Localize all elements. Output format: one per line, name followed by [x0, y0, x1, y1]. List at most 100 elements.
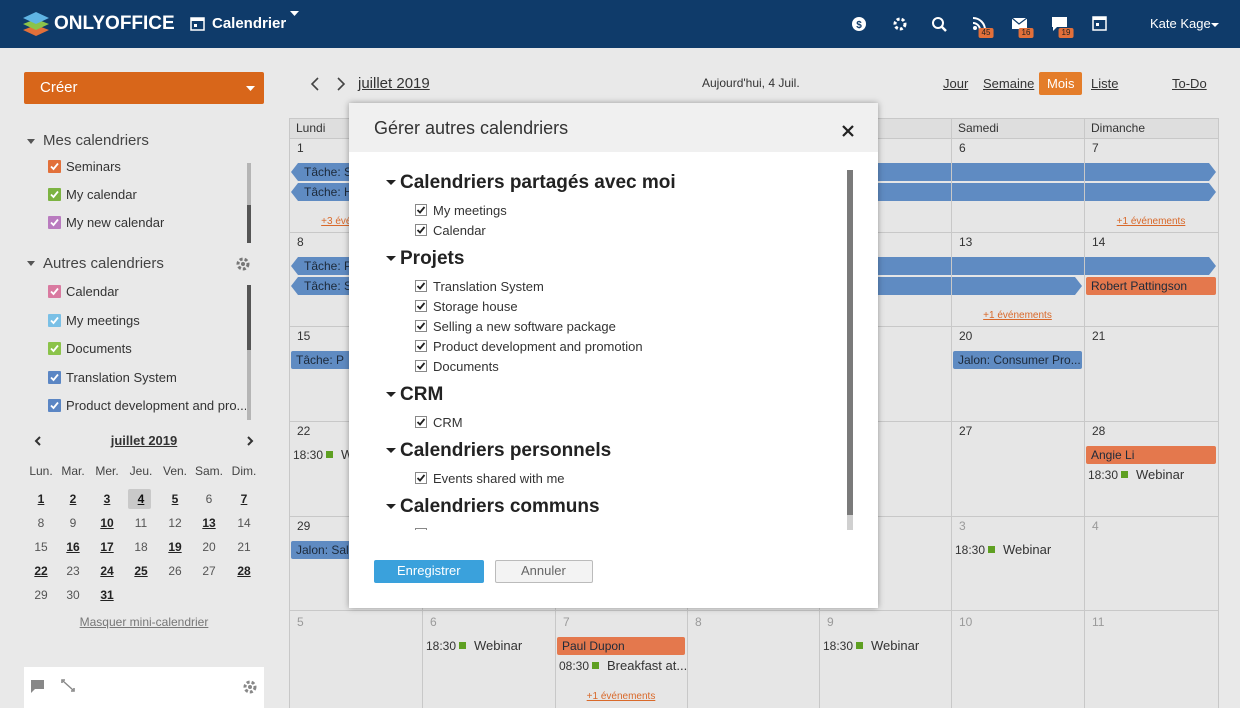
- mini-day[interactable]: 2: [69, 492, 77, 506]
- group-title[interactable]: Calendriers personnels: [400, 440, 612, 461]
- calendar-item[interactable]: Product development and pro...: [66, 398, 246, 413]
- event-bar[interactable]: Jalon: Consumer Pro...: [953, 351, 1082, 369]
- calendar-item[interactable]: My meetings: [66, 313, 140, 328]
- hide-mini-calendar[interactable]: Masquer mini-calendrier: [79, 615, 209, 629]
- checkbox[interactable]: [415, 224, 428, 237]
- event-time[interactable]: 18:30: [293, 448, 324, 462]
- mini-day[interactable]: 5: [171, 492, 179, 506]
- group-item[interactable]: Selling a new software package: [433, 319, 616, 334]
- mini-day[interactable]: 3: [103, 492, 111, 506]
- settings-icon[interactable]: [235, 256, 251, 272]
- mini-day[interactable]: 1: [37, 492, 45, 506]
- event-title[interactable]: Webinar: [1003, 542, 1052, 557]
- current-month[interactable]: juillet 2019: [358, 75, 430, 92]
- checkbox[interactable]: [415, 204, 428, 217]
- mini-day[interactable]: 16: [66, 540, 80, 554]
- mini-day[interactable]: 19: [168, 540, 182, 554]
- checkbox[interactable]: [48, 285, 61, 298]
- group-item[interactable]: My meetings: [433, 203, 507, 218]
- mini-day[interactable]: 9: [69, 516, 77, 530]
- mini-day[interactable]: 15: [34, 540, 48, 554]
- group-title[interactable]: Calendriers communs: [400, 496, 600, 517]
- calendar-item[interactable]: Documents: [66, 341, 132, 356]
- group-item[interactable]: Product development and promotion: [433, 339, 643, 354]
- section-title[interactable]: Autres calendriers: [43, 255, 164, 272]
- event-title[interactable]: Jalon: Consumer Pro...: [958, 353, 1081, 367]
- view-button[interactable]: Liste: [1091, 76, 1119, 91]
- event-title[interactable]: Tâche: S: [304, 279, 353, 293]
- mini-day[interactable]: 11: [134, 516, 148, 530]
- checkbox[interactable]: [48, 160, 61, 173]
- event-title[interactable]: Tâche: H: [304, 185, 353, 199]
- mini-calendar-arrows[interactable]: [32, 434, 258, 448]
- checkbox[interactable]: [48, 399, 61, 412]
- mini-day[interactable]: 30: [66, 588, 80, 602]
- module-name[interactable]: Calendrier: [212, 15, 287, 32]
- event-time[interactable]: 18:30: [1088, 468, 1119, 482]
- checkbox[interactable]: [415, 340, 428, 353]
- checkbox[interactable]: [48, 188, 61, 201]
- view-button[interactable]: Mois: [1047, 76, 1075, 91]
- checkbox[interactable]: [48, 216, 61, 229]
- save-button[interactable]: [374, 560, 484, 583]
- event-title[interactable]: Webinar: [474, 638, 523, 653]
- checkbox[interactable]: [415, 416, 428, 429]
- event-time[interactable]: 18:30: [955, 543, 986, 557]
- group-title[interactable]: Calendriers partagés avec moi: [400, 172, 676, 193]
- checkbox[interactable]: [415, 280, 428, 293]
- group-item[interactable]: Translation System: [433, 279, 544, 294]
- event-title[interactable]: Robert Pattingson: [1091, 279, 1188, 293]
- create-label[interactable]: Créer: [40, 79, 78, 96]
- mini-day[interactable]: 25: [134, 564, 148, 578]
- mini-day[interactable]: 24: [100, 564, 114, 578]
- mini-day[interactable]: 12: [168, 516, 182, 530]
- event-title[interactable]: Breakfast at...: [607, 658, 688, 673]
- event-time[interactable]: 08:30: [559, 659, 590, 673]
- mini-day[interactable]: 23: [66, 564, 80, 578]
- group-item[interactable]: Events shared with me: [433, 471, 565, 486]
- event-time[interactable]: 18:30: [426, 639, 457, 653]
- checkbox[interactable]: [415, 300, 428, 313]
- cancel-label[interactable]: Annuler: [521, 563, 566, 578]
- event-title[interactable]: Angie Li: [1091, 448, 1135, 462]
- event-bar[interactable]: Robert Pattingson: [1086, 277, 1216, 295]
- mini-day[interactable]: 28: [237, 564, 251, 578]
- more-events[interactable]: +1 événements: [586, 691, 656, 702]
- bottom-icons[interactable]: [30, 678, 260, 696]
- todo-button[interactable]: To-Do: [1172, 76, 1207, 91]
- mini-day[interactable]: 14: [237, 516, 251, 530]
- event-title[interactable]: Tâche: P: [304, 259, 353, 273]
- event-title[interactable]: Tâche: P: [296, 353, 345, 367]
- checkbox[interactable]: [48, 342, 61, 355]
- calendar-item[interactable]: My new calendar: [66, 215, 165, 230]
- group-title[interactable]: Projets: [400, 248, 465, 269]
- mini-day[interactable]: 6: [205, 492, 213, 506]
- section-title[interactable]: Mes calendriers: [43, 132, 149, 149]
- month-nav[interactable]: [306, 76, 350, 92]
- mini-day[interactable]: 10: [100, 516, 114, 530]
- mini-day[interactable]: 13: [202, 516, 216, 530]
- checkbox[interactable]: [415, 528, 428, 530]
- create-button[interactable]: [24, 72, 264, 104]
- cancel-button[interactable]: [495, 560, 593, 583]
- checkbox[interactable]: [415, 472, 428, 485]
- event-title[interactable]: Jalon: Sale: [296, 543, 356, 557]
- user-name[interactable]: Kate Kage: [1150, 16, 1211, 31]
- mini-day[interactable]: 27: [202, 564, 216, 578]
- calendar-item[interactable]: Calendar: [66, 284, 119, 299]
- mini-day[interactable]: 18: [134, 540, 148, 554]
- event-title[interactable]: Webinar: [1136, 467, 1185, 482]
- group-item[interactable]: Calendar: [433, 223, 486, 238]
- checkbox[interactable]: [48, 314, 61, 327]
- checkbox[interactable]: [415, 360, 428, 373]
- group-item[interactable]: CRM: [433, 415, 463, 430]
- more-events[interactable]: +1 événements: [1116, 216, 1186, 227]
- mini-day[interactable]: 8: [37, 516, 45, 530]
- calendar-item[interactable]: Seminars: [66, 159, 121, 174]
- mini-day[interactable]: 4: [137, 492, 145, 506]
- view-button[interactable]: Jour: [943, 76, 969, 91]
- view-button[interactable]: Semaine: [983, 76, 1035, 91]
- event-bar[interactable]: Paul Dupon: [557, 637, 685, 655]
- event-time[interactable]: 18:30: [823, 639, 854, 653]
- more-events[interactable]: +1 événements: [983, 310, 1052, 321]
